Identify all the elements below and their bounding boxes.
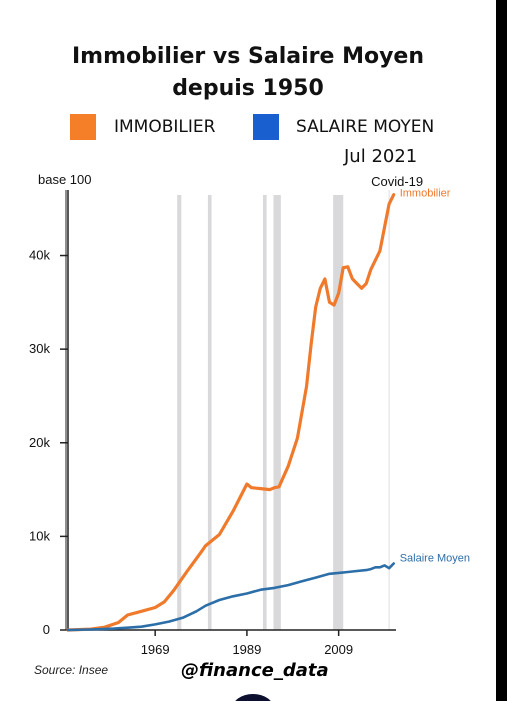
date-label: Jul 2021 [344, 146, 418, 167]
y-tick-label-2: 20k [29, 435, 50, 450]
recession-band-2 [262, 195, 267, 630]
chart-title-line2: depuis 1950 [172, 76, 324, 101]
legend-label-salaire-moyen: SALAIRE MOYEN [296, 117, 435, 137]
y-tick-label-1: 10k [29, 528, 50, 543]
series-end-label-0: Immobilier [400, 188, 451, 200]
handle-label: @finance_data [181, 660, 329, 681]
x-tick-label-2: 2009 [324, 642, 353, 657]
legend-swatch-salaire-moyen [253, 114, 279, 140]
recession-band-1 [207, 195, 212, 630]
recession-band-0 [177, 195, 182, 630]
legend-swatch-immobilier [70, 114, 96, 140]
chart-plot: Covid-19 0 10k 20k 30k 40k 1969 1989 2009 Immobil… [29, 174, 470, 657]
recession-band-4 [333, 195, 344, 630]
y-tick-label-3: 30k [29, 341, 50, 356]
chart-title-line1: Immobilier vs Salaire Moyen [71, 44, 425, 69]
x-tick-label-0: 1969 [141, 642, 170, 657]
base-label: base 100 [38, 172, 92, 187]
recession-band-3 [273, 195, 281, 630]
y-tick-label-0: 0 [43, 622, 50, 637]
legend-label-immobilier: IMMOBILIER [114, 117, 216, 137]
series-end-label-1: Salaire Moyen [400, 553, 470, 565]
page: Immobilier vs Salaire Moyen depuis 1950 … [0, 0, 496, 701]
bottom-circle-graphic [232, 694, 274, 701]
covid-label: Covid-19 [371, 174, 423, 189]
x-tick-label-1: 1989 [232, 642, 261, 657]
source-label: Source: Insee [34, 663, 109, 677]
series-line-immobilier [66, 193, 396, 632]
series-line-salaire-moyen [66, 562, 396, 632]
y-tick-label-4: 40k [29, 248, 50, 263]
